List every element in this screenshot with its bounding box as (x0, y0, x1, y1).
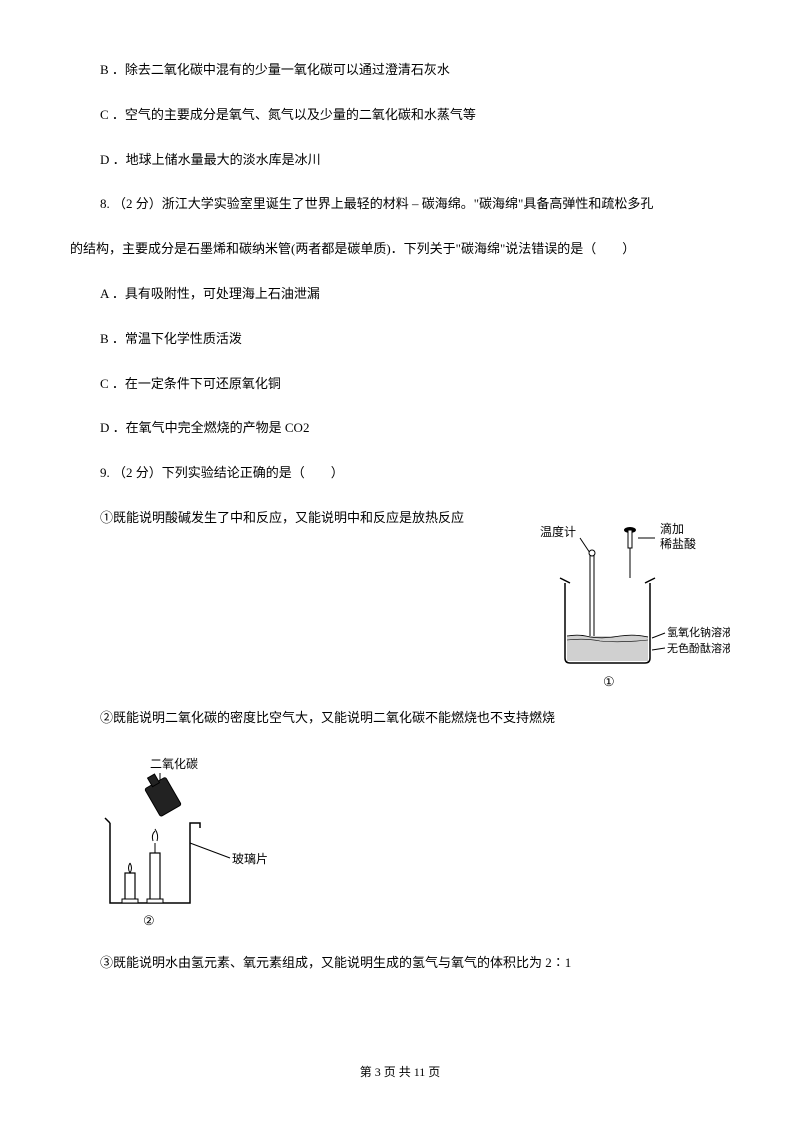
label-acid-2: 稀盐酸 (660, 536, 696, 551)
q8-intro: 8. （2 分）浙江大学实验室里诞生了世界上最轻的材料 – 碳海绵。"碳海绵"具… (70, 194, 730, 215)
q8-option-c: C ．在一定条件下可还原氧化铜 (70, 374, 730, 395)
label-solution2: 无色酚酞溶液 (667, 641, 730, 655)
diagram2-number: ② (143, 913, 155, 928)
q8-option-b: B ．常温下化学性质活泼 (70, 329, 730, 350)
page-footer: 第 3 页 共 11 页 (0, 1063, 800, 1082)
diagram-1-beaker: 温度计 滴加 稀盐酸 氢氧化钠溶液 无色酚酞溶液 ① (530, 518, 730, 698)
option-d-prev: D ．地球上储水量最大的淡水库是冰川 (70, 150, 730, 171)
diagram1-number: ① (603, 674, 615, 689)
q9-stmt3: ③既能说明水由氢元素、氧元素组成，又能说明生成的氢气与氧气的体积比为 2∶1 (70, 953, 730, 974)
option-c-prev: C ．空气的主要成分是氧气、氮气以及少量的二氧化碳和水蒸气等 (70, 105, 730, 126)
option-b-prev: B ．除去二氧化碳中混有的少量一氧化碳可以通过澄清石灰水 (70, 60, 730, 81)
label-solution1: 氢氧化钠溶液 (667, 625, 730, 639)
q8-option-d: D ．在氧气中完全燃烧的产物是 CO2 (70, 418, 730, 439)
label-acid-1: 滴加 (660, 521, 684, 536)
q8-continuation: 的结构，主要成分是石墨烯和碳纳米管(两者都是碳单质)．下列关于"碳海绵"说法错误… (70, 239, 730, 260)
label-glass: 玻璃片 (232, 852, 268, 866)
label-co2: 二氧化碳 (150, 757, 198, 771)
label-thermometer: 温度计 (540, 524, 576, 539)
q9-stmt2: ②既能说明二氧化碳的密度比空气大，又能说明二氧化碳不能燃烧也不支持燃烧 (70, 708, 730, 729)
diagram-2-candles: 二氧化碳 玻璃片 ② (100, 753, 730, 933)
q8-option-a: A ．具有吸附性，可处理海上石油泄漏 (70, 284, 730, 305)
q9-intro: 9. （2 分）下列实验结论正确的是（ ） (70, 463, 730, 484)
